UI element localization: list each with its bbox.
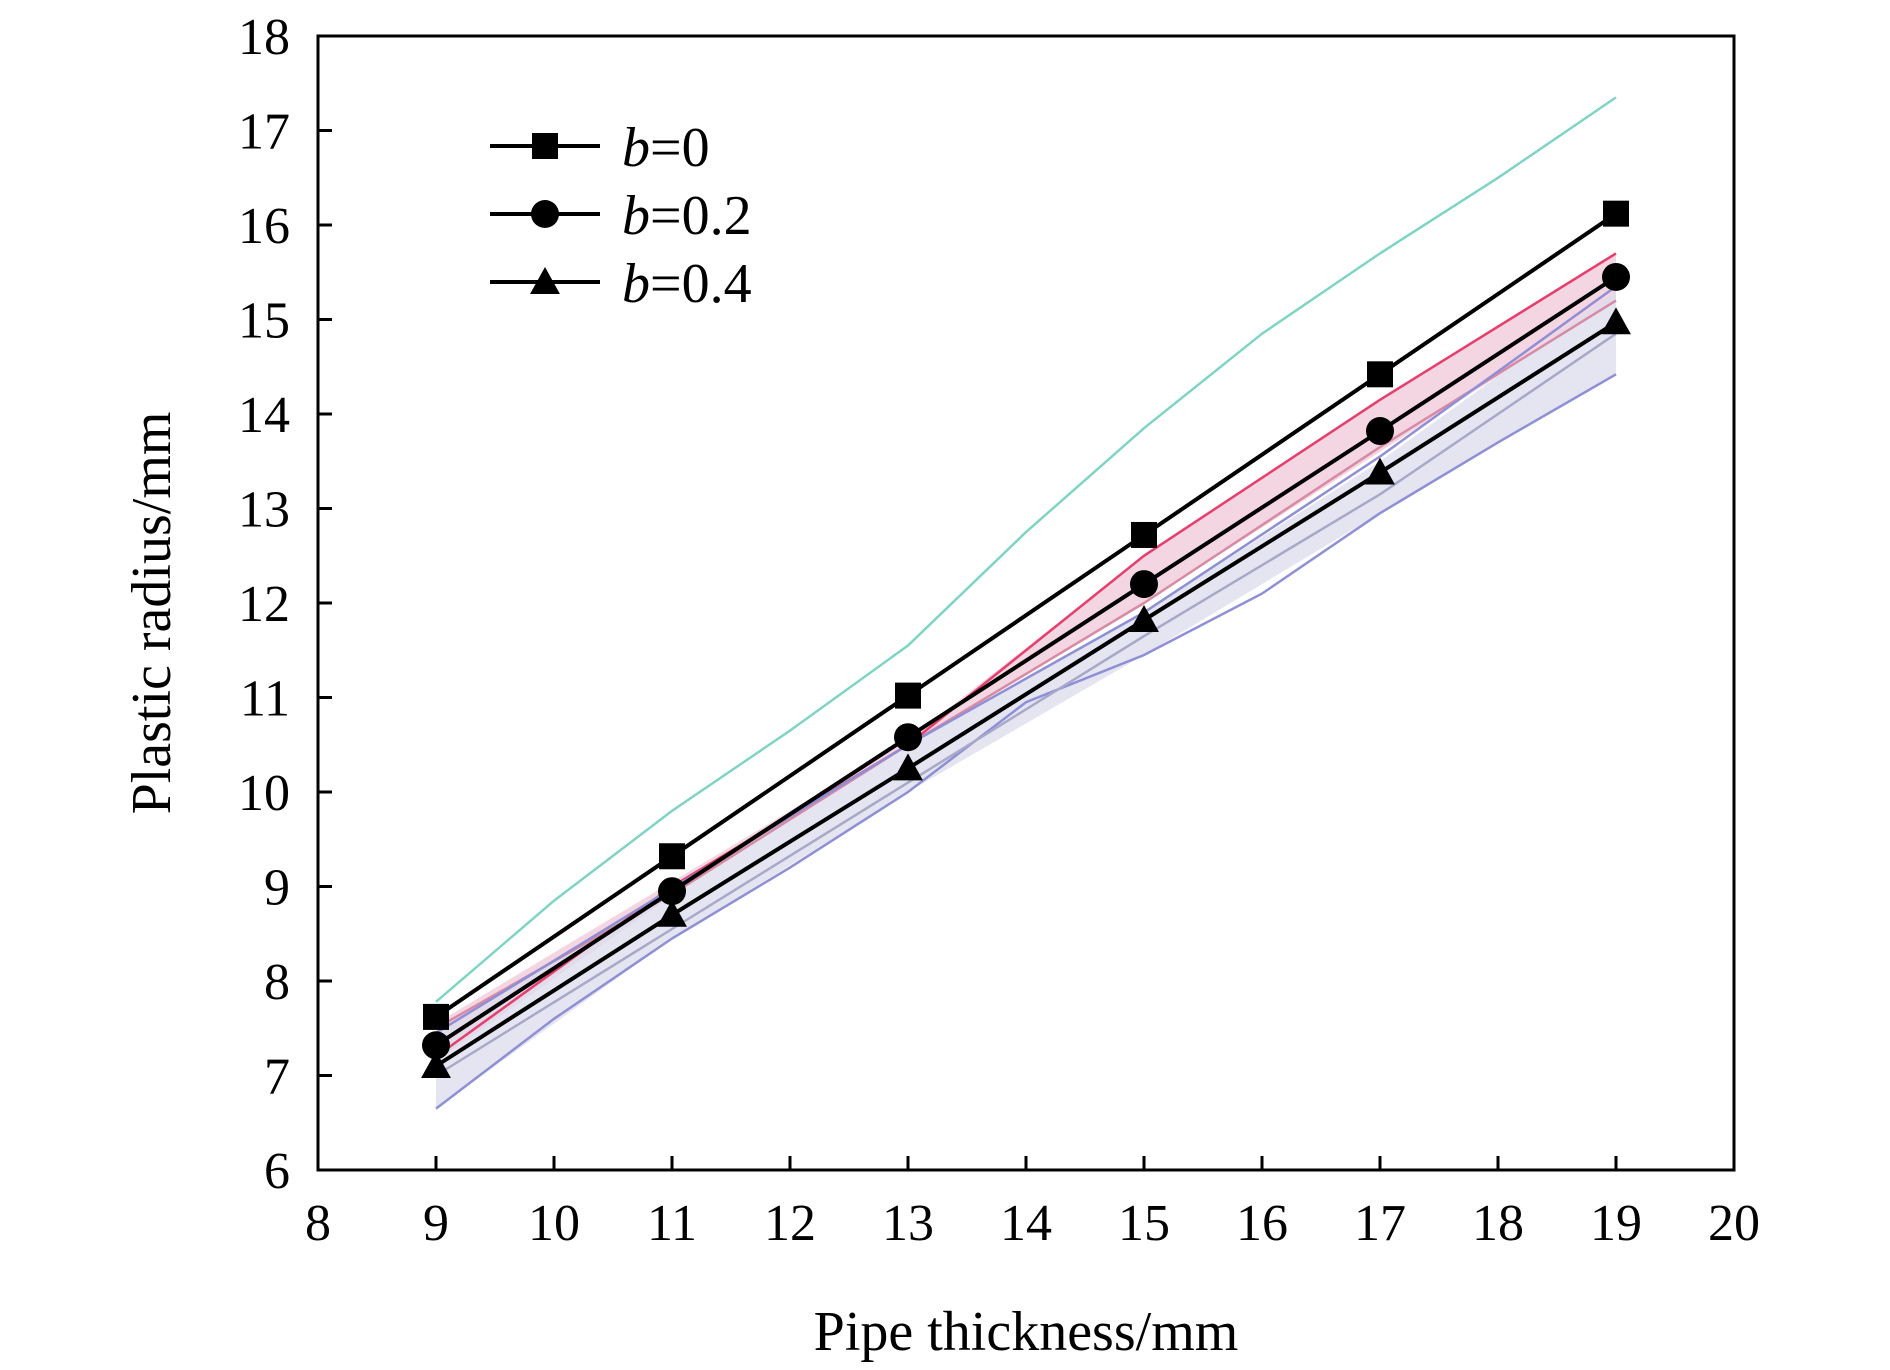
series-triangle	[421, 307, 1631, 1079]
data-point-circle	[1366, 417, 1394, 446]
y-axis-title: Plastic radius/mm	[121, 412, 183, 815]
data-point-circle	[422, 1031, 450, 1060]
x-axis-ticks: 8 9 10 11 12 13 14 15 16 17 18 19 20	[305, 1156, 1760, 1252]
y-axis-ticks: 6 7 8 9 10 11 12 13 14 15 16 17 18	[238, 9, 332, 1200]
legend-label-value: =0	[650, 117, 710, 179]
data-point-triangle	[421, 1051, 451, 1079]
data-point-circle	[894, 723, 922, 752]
envelope-line-5	[435, 373, 1617, 1110]
y-tick-label: 8	[264, 954, 290, 1011]
y-tick-label: 15	[238, 293, 290, 350]
x-tick-label: 17	[1354, 1195, 1406, 1252]
series-square	[423, 200, 1629, 1030]
legend-label: b=0.4	[622, 253, 752, 315]
envelope-line-4	[435, 285, 1617, 1035]
y-tick-label: 11	[240, 671, 290, 728]
legend-item-square: b=0	[490, 117, 710, 179]
x-axis-title: Pipe thickness/mm	[814, 1301, 1239, 1363]
x-tick-label: 9	[423, 1195, 449, 1252]
envelope-line-1	[435, 96, 1617, 1003]
y-tick-label: 14	[238, 387, 290, 444]
data-point-square	[1603, 200, 1629, 227]
legend: b=0b=0.2b=0.4	[490, 117, 752, 315]
x-tick-label: 12	[764, 1195, 816, 1252]
series-line-triangle	[434, 320, 1618, 1068]
x-tick-label: 11	[647, 1195, 697, 1252]
data-point-circle	[658, 877, 686, 906]
data-point-triangle	[1129, 605, 1159, 632]
legend-label: b=0	[622, 117, 710, 179]
legend-label-variable: b	[622, 253, 650, 315]
envelope-line-6	[435, 332, 1617, 1077]
legend-item-circle: b=0.2	[490, 185, 752, 247]
legend-label-value: =0.4	[650, 253, 752, 315]
y-tick-label: 10	[238, 765, 290, 822]
data-point-triangle	[1365, 457, 1395, 485]
band-1	[436, 253, 1616, 1062]
data-series	[421, 200, 1631, 1079]
data-point-circle	[1130, 570, 1158, 599]
legend-marker-triangle	[530, 267, 560, 294]
x-tick-label: 10	[528, 1195, 580, 1252]
legend-label-variable: b	[622, 185, 650, 247]
x-tick-label: 15	[1118, 1195, 1170, 1252]
y-tick-label: 16	[238, 198, 290, 255]
series-line-square	[434, 212, 1618, 1019]
y-tick-label: 17	[238, 104, 290, 161]
legend-marker-square	[532, 133, 558, 159]
data-point-square	[1131, 521, 1157, 548]
legend-label-value: =0.2	[650, 185, 752, 247]
x-tick-label: 18	[1472, 1195, 1524, 1252]
band-2	[436, 291, 1616, 1109]
y-tick-label: 9	[264, 860, 290, 917]
x-tick-label: 20	[1708, 1195, 1760, 1252]
y-tick-label: 12	[238, 576, 290, 633]
y-tick-label: 6	[264, 1143, 290, 1200]
data-point-circle	[1602, 262, 1630, 291]
data-point-square	[423, 1003, 449, 1030]
y-tick-label: 13	[238, 482, 290, 539]
data-point-triangle	[893, 753, 923, 781]
series-line-circle	[434, 275, 1618, 1047]
data-point-triangle	[657, 899, 687, 927]
legend-item-triangle: b=0.4	[490, 253, 752, 315]
confidence-bands	[436, 253, 1616, 1109]
legend-label: b=0.2	[622, 185, 752, 247]
legend-label-variable: b	[622, 117, 650, 179]
x-tick-label: 13	[882, 1195, 934, 1252]
data-point-square	[659, 843, 685, 870]
y-tick-label: 7	[264, 1049, 290, 1106]
legend-marker-circle	[531, 200, 559, 228]
data-point-triangle	[1601, 307, 1631, 335]
y-tick-label: 18	[238, 9, 290, 66]
data-point-square	[1367, 361, 1393, 388]
x-tick-label: 8	[305, 1195, 331, 1252]
x-tick-label: 16	[1236, 1195, 1288, 1252]
x-tick-label: 14	[1000, 1195, 1052, 1252]
data-point-square	[895, 682, 921, 709]
series-circle	[422, 262, 1630, 1060]
x-tick-label: 19	[1590, 1195, 1642, 1252]
